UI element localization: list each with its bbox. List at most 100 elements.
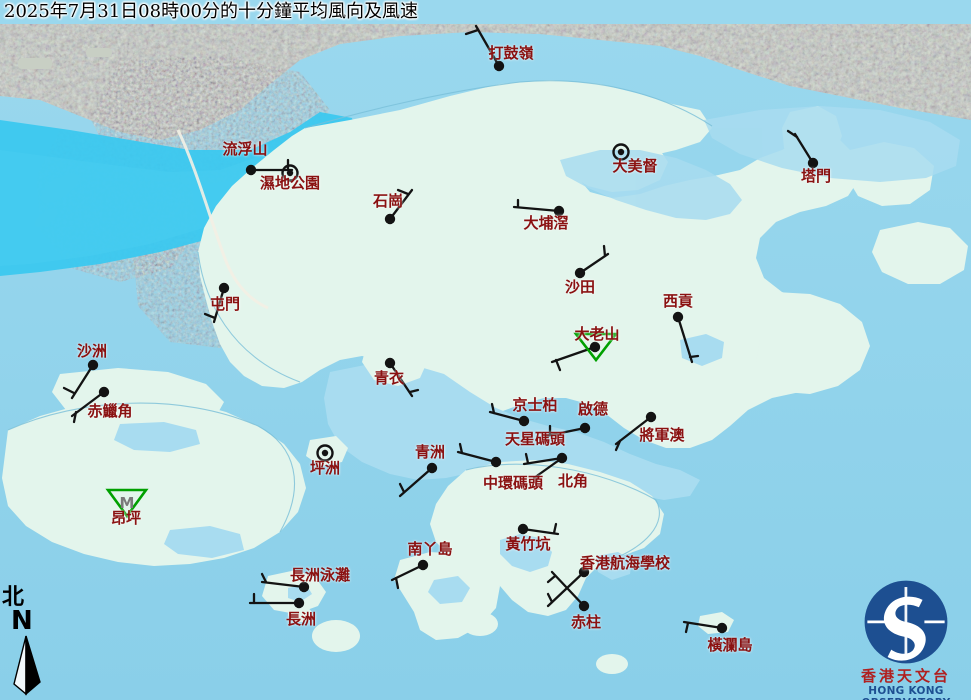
wind-barb-central-pier <box>456 442 498 464</box>
compass-rose: 北 N <box>2 586 58 698</box>
station-dot <box>384 213 396 225</box>
station-label: 北角 <box>557 472 589 490</box>
wind-barb-sha-chau <box>62 363 95 400</box>
station-dot <box>807 157 819 169</box>
compass-needle-left <box>13 635 27 696</box>
station-dot <box>98 386 110 398</box>
station-label: 將軍澳 <box>639 426 685 444</box>
border-road-line <box>176 129 269 310</box>
wind-barb-ta-kwu-ling <box>464 24 501 68</box>
station-dot <box>490 456 502 468</box>
station-label: 沙田 <box>564 278 596 296</box>
calm-marker-center <box>617 148 625 156</box>
station-dot <box>589 341 601 353</box>
station-dot <box>518 415 530 427</box>
wind-barb-sha-tin <box>578 244 610 275</box>
station-label: 啟德 <box>577 400 609 418</box>
station-marker-layer: M <box>87 60 819 634</box>
compass-needle-right <box>25 635 41 696</box>
wind-barb-waglan-island <box>682 620 724 634</box>
station-label: 坪洲 <box>309 459 341 477</box>
station-dot <box>493 60 505 72</box>
hko-logo: 香港天文台 HONG KONG OBSERVATORY <box>845 576 967 700</box>
wind-barb-lamma-island <box>390 563 425 590</box>
missing-data-marker: M <box>120 494 135 512</box>
station-dot <box>645 411 657 423</box>
station-dot <box>417 559 429 571</box>
station-label: 長洲泳灘 <box>289 566 351 584</box>
logo-crosshair-h-right <box>924 620 945 624</box>
wind-barb-wong-chuk-hang <box>521 522 560 536</box>
station-dot <box>716 622 728 634</box>
station-label: 昂坪 <box>110 509 142 527</box>
wind-barb-kai-tak <box>544 424 587 438</box>
logo-crosshair-v <box>904 587 908 657</box>
title-bar: 2025年7月31日08時00分的十分鐘平均風向及風速 <box>0 0 971 24</box>
station-label: 中環碼頭 <box>482 474 544 492</box>
station-dot <box>574 267 586 279</box>
station-label: 京士柏 <box>512 396 558 414</box>
station-dot <box>293 597 305 609</box>
station-label: 青洲 <box>414 443 446 461</box>
station-label: 打鼓嶺 <box>488 44 534 62</box>
compass-north-en: N <box>11 606 33 636</box>
wind-barb-tap-mun <box>786 129 815 165</box>
station-dot <box>218 282 230 294</box>
station-label: 大老山 <box>574 325 620 343</box>
wind-barb-star-ferry <box>522 452 564 466</box>
deep-bay-water <box>0 112 360 276</box>
harbour-water <box>324 364 700 500</box>
station-label: 南丫島 <box>407 540 453 558</box>
station-label: 香港航海學校 <box>579 554 671 572</box>
station-label: 橫瀾島 <box>707 636 753 654</box>
station-label: 赤柱 <box>570 613 602 631</box>
wind-barb-tsing-yi <box>388 361 420 398</box>
station-dot <box>553 205 565 217</box>
station-dot <box>672 311 684 323</box>
station-label: 濕地公園 <box>259 174 321 192</box>
page-title: 2025年7月31日08時00分的十分鐘平均風向及風速 <box>4 1 418 22</box>
station-dot <box>517 523 529 535</box>
station-label: 西貢 <box>662 292 694 310</box>
wind-barb-hk-sea-school <box>546 570 586 608</box>
wind-barb-chek-lap-kok <box>70 390 106 424</box>
warning-triangle-ngong-ping <box>105 488 149 519</box>
station-label: 塔門 <box>800 167 832 185</box>
calm-marker <box>281 143 630 462</box>
coastline-strokes <box>7 80 713 565</box>
calm-marker-center <box>321 449 329 457</box>
wind-barb-shek-kong <box>388 188 414 221</box>
wind-barb-tai-po-kau <box>512 198 561 213</box>
wind-barb-cheung-chau <box>248 592 301 605</box>
station-label: 屯門 <box>209 295 241 313</box>
wind-barb-green-island <box>398 466 434 498</box>
wind-barb-tuen-mun <box>203 286 226 324</box>
station-dot <box>578 600 590 612</box>
logo-crosshair-h-left <box>867 620 888 624</box>
station-label: 青衣 <box>373 369 405 387</box>
station-dot <box>556 452 568 464</box>
station-label: 大埔滘 <box>523 214 569 232</box>
station-label: 長洲 <box>285 610 317 628</box>
wind-barb-tseung-kwan-o <box>614 415 653 452</box>
wind-barb-cheung-chau-beach <box>260 572 306 589</box>
shallow-water-shading <box>560 106 960 220</box>
station-label: 黃竹坑 <box>505 535 551 553</box>
station-label: 天星碼頭 <box>504 430 566 448</box>
station-dot <box>578 566 590 578</box>
wind-barb-north-point <box>532 456 564 486</box>
hong-kong-island <box>430 460 664 616</box>
station-dot <box>426 462 438 474</box>
station-dot <box>87 359 99 371</box>
wind-barb-sai-kung <box>676 315 700 364</box>
station-label: 流浮山 <box>222 140 268 158</box>
station-dot <box>298 581 310 593</box>
station-label: 大美督 <box>612 157 658 175</box>
wind-barb-stanley <box>546 570 586 608</box>
lantau-island <box>2 368 306 566</box>
station-label: 赤鱲角 <box>87 402 133 420</box>
compass-north-cn: 北 <box>2 584 25 610</box>
logo-name-cn: 香港天文台 <box>860 667 951 685</box>
